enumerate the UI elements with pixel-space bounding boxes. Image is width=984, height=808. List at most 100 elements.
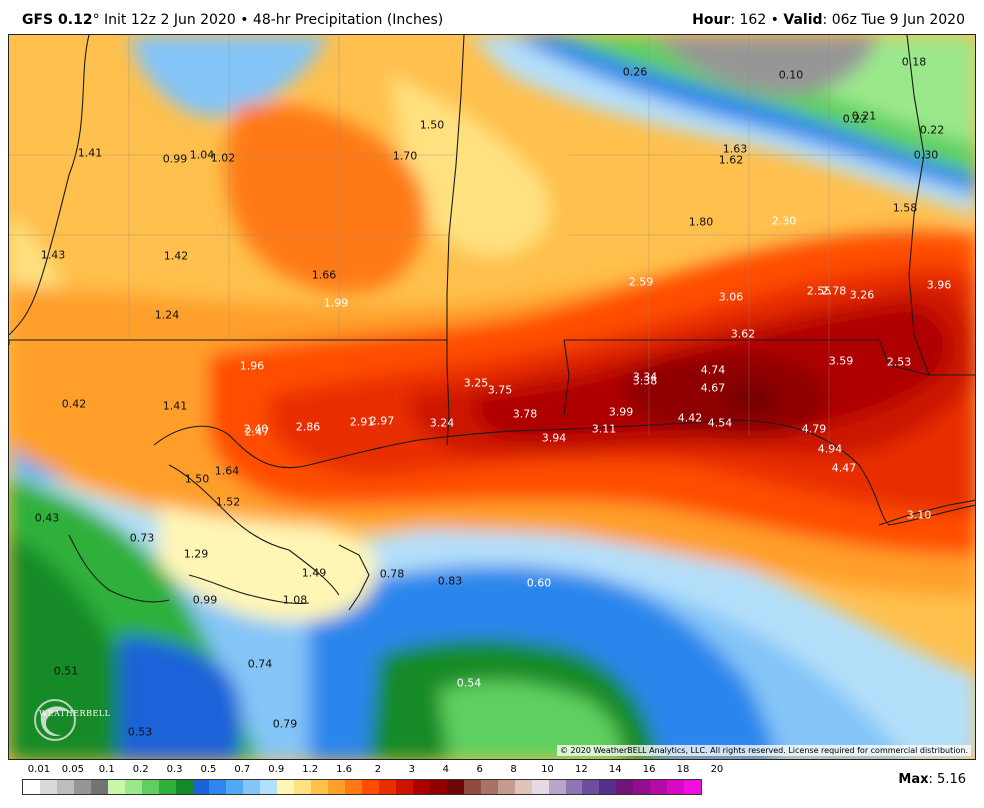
precip-value: 3.75 (487, 383, 513, 397)
precip-value: 0.30 (913, 148, 939, 162)
hour-label: Hour (692, 12, 731, 28)
legend-tick-label: 4 (442, 764, 449, 775)
precip-value: 1.43 (40, 248, 66, 262)
precip-value: 4.42 (677, 411, 703, 425)
precip-value: 0.43 (34, 511, 60, 525)
precip-value: 1.50 (419, 118, 445, 132)
legend-tick-label: 1.6 (336, 764, 352, 775)
precip-value: 3.26 (849, 288, 875, 302)
hour-value: : 162 • (730, 12, 784, 28)
legend-swatch (209, 780, 227, 794)
precip-value: 1.04 (189, 148, 215, 162)
precip-value: 1.42 (163, 249, 189, 263)
map-title: GFS 0.12° Init 12z 2 Jun 2020 • 48-hr Pr… (22, 12, 443, 28)
precip-value: 1.49 (301, 566, 327, 580)
precip-value: 0.74 (247, 657, 273, 671)
precip-value: 4.94 (817, 442, 843, 456)
legend-swatch (56, 780, 74, 794)
precip-value: 3.06 (718, 290, 744, 304)
precip-value: 0.99 (192, 593, 218, 607)
degree-symbol: ° (92, 12, 100, 28)
precip-value: 0.22 (842, 112, 868, 126)
legend-swatch (124, 780, 142, 794)
precipitation-map: 0.26 0.10 0.18 0.22 0.21 0.22 0.30 1.50 … (8, 34, 976, 760)
precip-value: 1.96 (239, 359, 265, 373)
legend-swatch (463, 780, 481, 794)
precip-value: 3.24 (429, 416, 455, 430)
precip-value: 4.79 (801, 422, 827, 436)
legend-swatch (497, 780, 515, 794)
precip-value: 1.80 (688, 215, 714, 229)
precip-value: 3.25 (463, 376, 489, 390)
legend-tick-label: 12 (574, 764, 588, 775)
precip-value: 0.10 (778, 68, 804, 82)
precip-value: 2.55 (806, 284, 832, 298)
precip-value: 0.18 (901, 55, 927, 69)
legend-swatch (531, 780, 549, 794)
legend-swatch (684, 780, 702, 794)
precip-value: 4.54 (707, 416, 733, 430)
precip-value: 1.58 (892, 201, 918, 215)
legend-swatch (582, 780, 600, 794)
precip-value: 1.29 (183, 547, 209, 561)
legend-colorbar (22, 779, 702, 795)
precip-value: 0.22 (919, 123, 945, 137)
precip-value: 3.34 (632, 370, 658, 384)
precip-value: 2.59 (628, 275, 654, 289)
precip-value: 1.52 (215, 495, 241, 509)
precip-value: 1.41 (77, 146, 103, 160)
precip-value: 1.70 (392, 149, 418, 163)
precip-value: 1.66 (311, 268, 337, 282)
precip-value: 3.96 (926, 278, 952, 292)
precip-value: 0.53 (127, 725, 153, 739)
legend-swatch (650, 780, 668, 794)
legend-tick-label: 10 (541, 764, 554, 775)
precip-value: 0.51 (53, 664, 79, 678)
precip-value: 2.53 (886, 355, 912, 369)
legend-tick-label: 8 (510, 764, 517, 775)
legend-tick-label: 0.7 (234, 764, 251, 775)
legend-swatch (379, 780, 396, 794)
legend-swatch (23, 780, 40, 794)
max-label: Max (898, 772, 929, 787)
legend-swatch (412, 780, 430, 794)
precip-value: 0.54 (456, 676, 482, 690)
precip-value: 0.26 (622, 65, 648, 79)
legend-tick-label: 0.9 (268, 764, 285, 775)
precip-value: 3.38 (632, 374, 658, 388)
precip-value: 2.47 (244, 425, 270, 439)
legend-tick-label: 20 (710, 764, 724, 775)
precip-value: 0.99 (162, 152, 188, 166)
precip-value: 3.62 (730, 327, 756, 341)
precip-value: 1.62 (718, 153, 744, 167)
precip-value: 4.74 (700, 363, 726, 377)
legend-swatch (73, 780, 91, 794)
precip-value: 2.86 (295, 420, 321, 434)
valid-label: Valid (783, 12, 823, 28)
valid-time: Hour: 162 • Valid: 06z Tue 9 Jun 2020 (692, 12, 965, 28)
legend-swatch (446, 780, 464, 794)
valid-value: : 06z Tue 9 Jun 2020 (822, 12, 965, 28)
logo-swirl-icon (34, 699, 76, 741)
legend-tick-label: 14 (608, 764, 622, 775)
legend-swatch (362, 780, 380, 794)
legend-swatch (480, 780, 498, 794)
legend-swatch (345, 780, 363, 794)
precip-value: 3.78 (512, 407, 538, 421)
precip-value: 3.11 (591, 422, 617, 436)
precip-value: 2.40 (243, 422, 269, 436)
max-value: Max: 5.16 (898, 772, 966, 787)
legend-tick-label: 18 (676, 764, 690, 775)
legend-swatch (667, 780, 685, 794)
legend-swatch (243, 780, 261, 794)
legend-swatch (633, 780, 651, 794)
weatherbell-logo: WEATHERBELL (29, 695, 119, 745)
legend-tick-label: 0.5 (200, 764, 217, 775)
precip-value: 2.78 (821, 284, 847, 298)
legend-swatch (565, 780, 583, 794)
legend-swatch (192, 780, 210, 794)
legend-swatch (90, 780, 108, 794)
precip-value: 3.94 (541, 431, 567, 445)
legend-swatch (260, 780, 278, 794)
precip-value: 3.99 (608, 405, 634, 419)
